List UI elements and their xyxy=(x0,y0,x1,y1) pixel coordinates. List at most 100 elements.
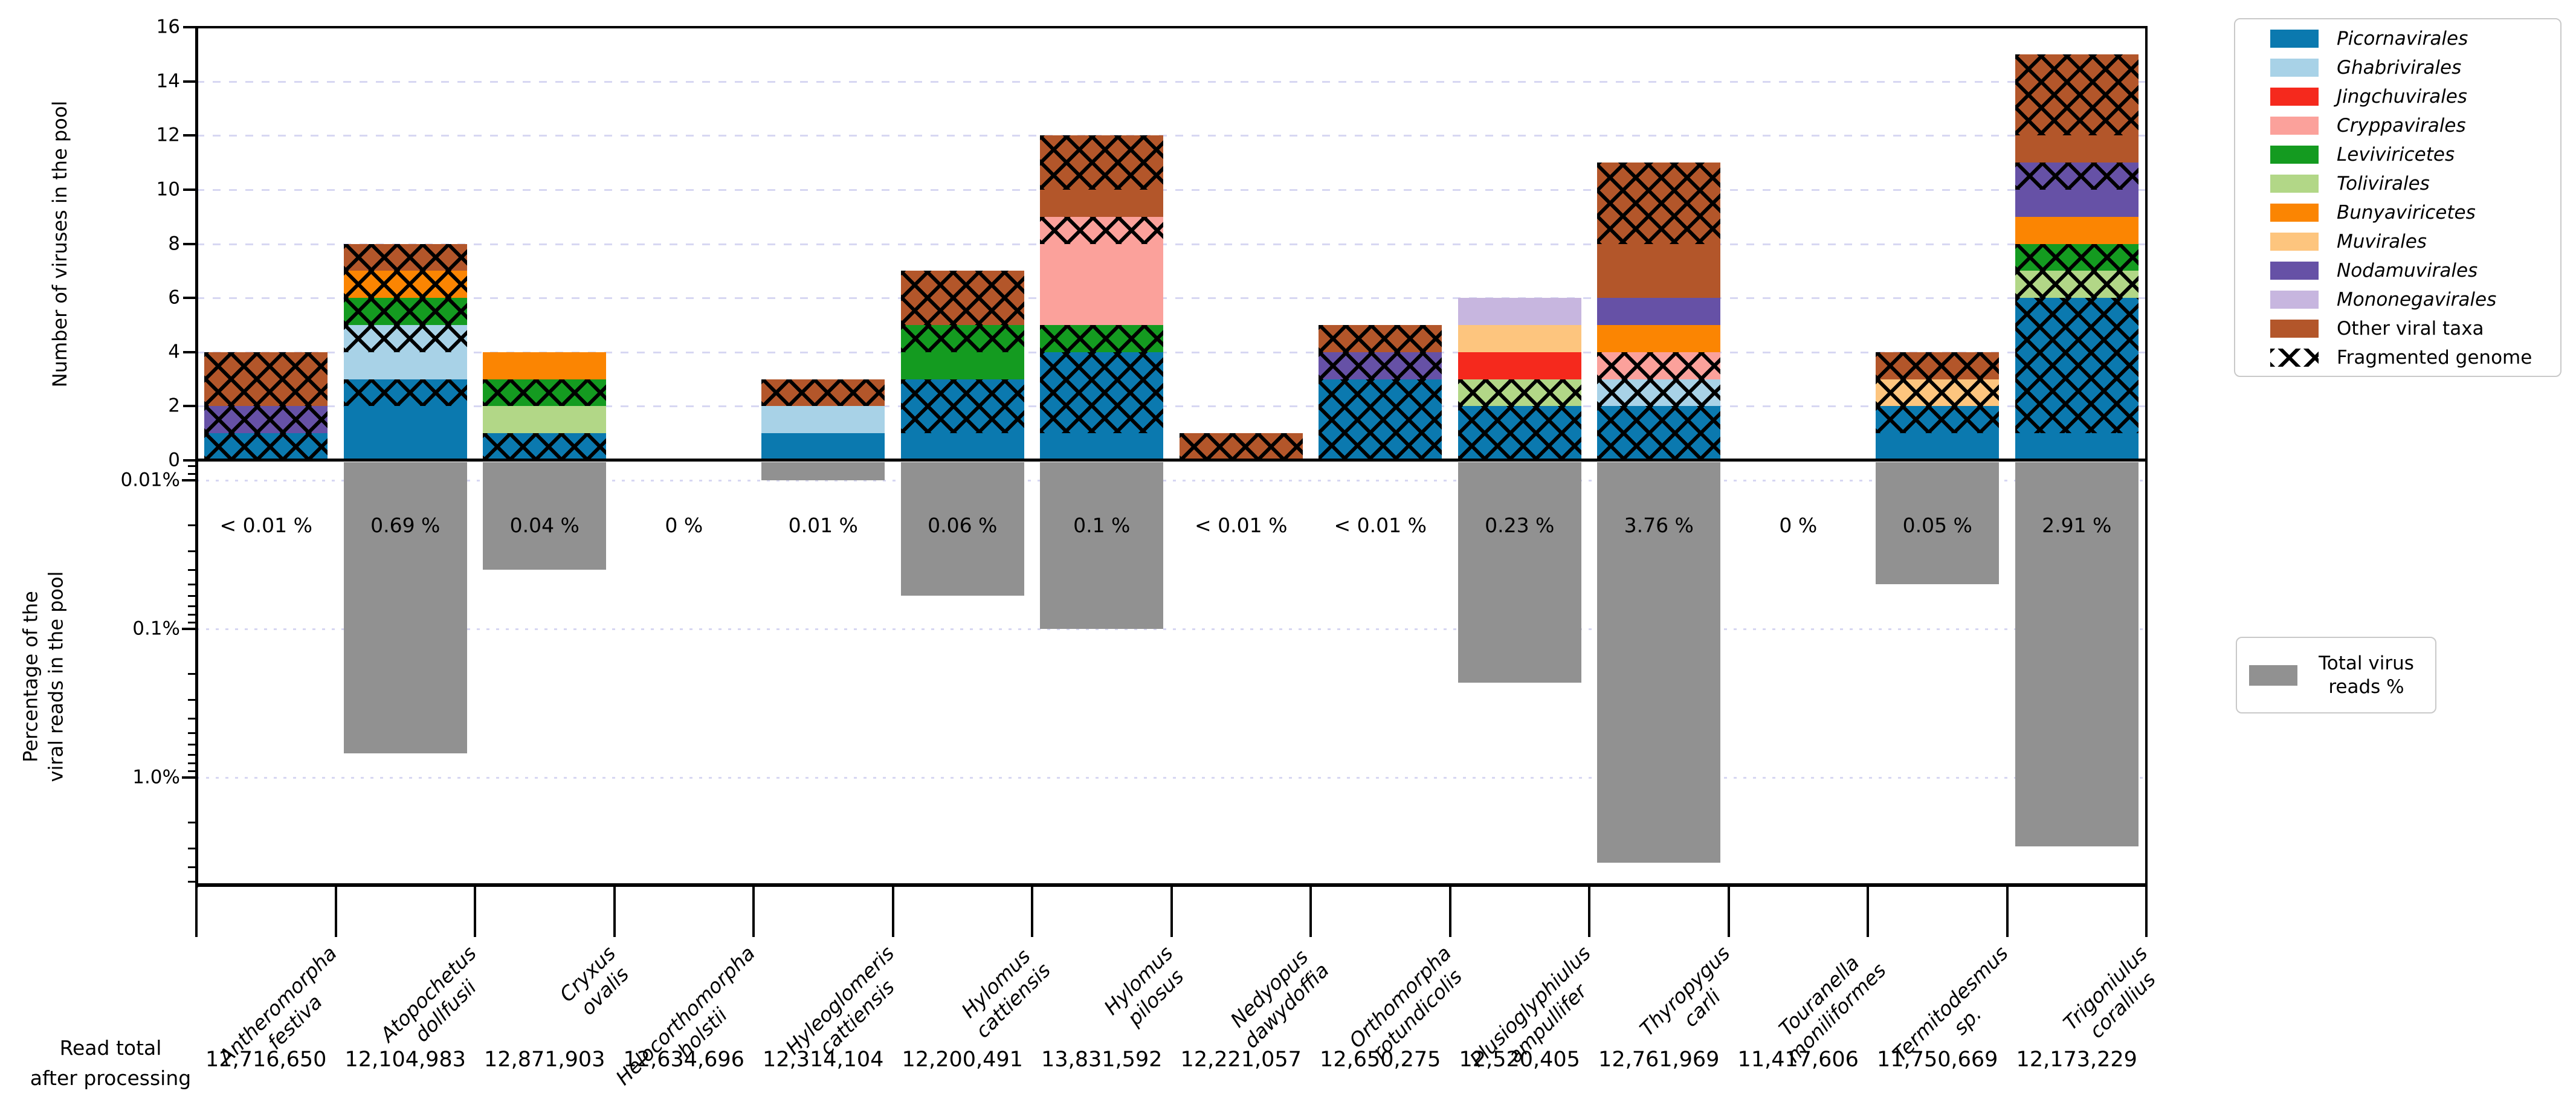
read-total-value: 12,761,969 xyxy=(1598,1048,1720,1072)
legend-label-nodamu: Nodamuvirales xyxy=(2337,260,2478,282)
left-spine xyxy=(195,26,198,887)
total-virus-reads-bar xyxy=(343,462,467,754)
y-tick-label-top: 2 xyxy=(168,394,180,417)
y-tick-label-bottom: 1.0% xyxy=(132,766,180,788)
legend-item-levivi: Leviviricetes xyxy=(2235,140,2560,169)
virus-segment-bunya xyxy=(1597,325,1721,352)
legend-item-cryppa: Cryppavirales xyxy=(2235,111,2560,140)
y-tick-label-top: 0 xyxy=(168,449,180,471)
y-tick-label-top: 10 xyxy=(156,178,180,201)
percent-label: 0.23 % xyxy=(1485,514,1555,537)
y-minortick-bottom xyxy=(188,550,196,553)
read-total-value: 12,314,104 xyxy=(763,1048,884,1072)
x-boundary-tick xyxy=(1588,885,1590,937)
x-boundary-tick xyxy=(1448,885,1451,937)
virus-segment-levivi-fragmented xyxy=(900,325,1024,352)
legend-label-levivi: Leviviricetes xyxy=(2337,144,2455,166)
legend-label-frag: Fragmented genome xyxy=(2337,347,2532,369)
total-virus-reads-bar xyxy=(1040,462,1164,629)
ghabri-swatch xyxy=(2270,59,2319,77)
total-virus-reads-legend: Total virus reads % xyxy=(2236,637,2436,713)
legend-item-mononega: Mononegavirales xyxy=(2235,285,2560,314)
y-minortick-bottom xyxy=(188,524,196,527)
total-virus-reads-bar xyxy=(761,462,885,480)
percent-label: 0.69 % xyxy=(370,514,441,537)
species-label: Thyropygus carli xyxy=(1635,941,1735,1041)
y-minortick-bottom xyxy=(188,569,196,572)
species-label: Helocorthomorpha holstii xyxy=(610,941,760,1090)
x-boundary-tick xyxy=(1867,885,1869,937)
gridline-top-2 xyxy=(196,405,2146,408)
y-tick-label-top: 16 xyxy=(156,16,180,38)
y-tick-top xyxy=(183,80,196,83)
gray-bar-swatch xyxy=(2249,665,2297,686)
gridline-top-8 xyxy=(196,243,2146,245)
x-boundary-tick xyxy=(1031,885,1033,937)
species-label: Hylomus cattiensis xyxy=(957,944,1056,1043)
read-total-value: 12,221,057 xyxy=(1180,1048,1302,1072)
legend-item-nodamu: Nodamuvirales xyxy=(2235,256,2560,285)
x-boundary-tick xyxy=(1309,885,1312,937)
species-label: Atopochetus dollfusii xyxy=(375,941,481,1047)
y-minortick-bottom xyxy=(188,621,196,623)
virus-segment-ghabri xyxy=(343,352,467,379)
virus-segment-picorna-fragmented xyxy=(1597,406,1721,460)
virus-segment-picorna-fragmented xyxy=(900,379,1024,434)
read-total-value: 12,173,229 xyxy=(2016,1048,2137,1072)
virus-segment-other-fragmented xyxy=(900,271,1024,325)
y-minortick-bottom xyxy=(188,762,196,765)
virus-segment-picorna-fragmented xyxy=(343,379,467,407)
y-tick-label-top: 4 xyxy=(168,341,180,363)
y-tick-label-bottom: 0.01% xyxy=(120,469,180,491)
x-boundary-tick xyxy=(2145,885,2148,937)
virus-segment-ghabri xyxy=(761,406,885,434)
frag-swatch xyxy=(2270,349,2319,367)
top-y-axis-label: Number of viruses in the pool xyxy=(48,100,72,388)
legend-item-picorna: Picornavirales xyxy=(2235,24,2560,53)
percent-label: 0.1 % xyxy=(1073,514,1131,537)
gridline-bottom-0.1 xyxy=(196,628,2146,630)
virus-segment-other-fragmented xyxy=(343,243,467,271)
percent-label: 0.01 % xyxy=(788,514,858,537)
legend-label-jingchu: Jingchuvirales xyxy=(2337,86,2467,108)
virus-segment-picorna-fragmented xyxy=(1457,406,1581,460)
virus-segment-picorna-fragmented xyxy=(204,433,328,460)
read-total-value: 12,650,275 xyxy=(1320,1048,1441,1072)
legend2-line1: Total virus xyxy=(2319,652,2414,674)
virus-segment-ghabri-fragmented xyxy=(343,325,467,352)
x-boundary-tick xyxy=(2006,885,2009,937)
percent-label: 2.91 % xyxy=(2042,514,2112,537)
x-boundary-tick xyxy=(195,885,198,937)
gridline-bottom-1 xyxy=(196,777,2146,779)
total-virus-reads-bar xyxy=(2015,462,2139,847)
virus-segment-other-fragmented xyxy=(1179,433,1303,460)
y-minortick-bottom xyxy=(188,605,196,607)
x-boundary-tick xyxy=(334,885,337,937)
x-boundary-tick xyxy=(1170,885,1173,937)
x-boundary-tick xyxy=(474,885,476,937)
virus-segment-nodamu-fragmented xyxy=(2015,163,2139,190)
virus-segment-cryppa xyxy=(1040,243,1164,325)
y-minortick-bottom xyxy=(188,595,196,597)
gridline-top-10 xyxy=(196,189,2146,191)
y-tick-bottom xyxy=(182,628,196,630)
virus-segment-toli-fragmented xyxy=(1457,379,1581,407)
legend-item-bunya: Bunyaviricetes xyxy=(2235,198,2560,227)
y-tick-label-top: 6 xyxy=(168,286,180,309)
virus-segment-picorna xyxy=(761,433,885,460)
virus-segment-picorna xyxy=(2015,433,2139,460)
virus-segment-cryppa-fragmented xyxy=(1597,352,1721,379)
legend2-line2: reads % xyxy=(2328,675,2404,698)
legend-item-other: Other viral taxa xyxy=(2235,314,2560,343)
percent-label: 3.76 % xyxy=(1624,514,1694,537)
virus-segment-picorna-fragmented xyxy=(1876,406,2000,434)
virus-segment-cryppa-fragmented xyxy=(1040,216,1164,244)
virus-segment-muvi-fragmented xyxy=(1876,379,2000,407)
total-virus-reads-bar xyxy=(1876,462,2000,584)
virus-segment-bunya xyxy=(483,352,607,379)
taxa-legend: Picornavirales Ghabrivirales Jingchuvirale… xyxy=(2234,18,2561,377)
y-tick-top xyxy=(183,26,196,29)
mononega-swatch xyxy=(2270,291,2319,309)
virus-segment-picorna-fragmented xyxy=(1319,379,1442,460)
